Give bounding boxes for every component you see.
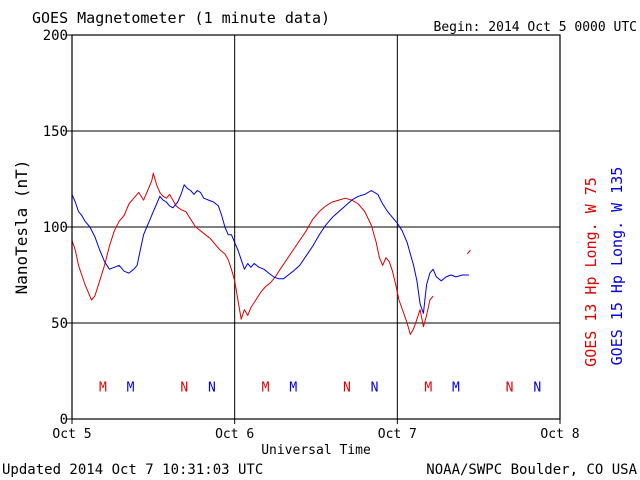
marker-n: N — [533, 380, 541, 395]
begin-time-label: Begin: 2014 Oct 5 0000 UTC — [434, 20, 638, 35]
x-axis-label: Universal Time — [261, 443, 371, 458]
legend-goes13: GOES 13 Hp Long. W 75 — [582, 177, 600, 367]
updated-timestamp: Updated 2014 Oct 7 10:31:03 UTC — [2, 462, 263, 478]
marker-n: N — [180, 380, 188, 395]
y-tick-label: 150 — [43, 124, 68, 140]
y-tick-label: 0 — [60, 412, 68, 428]
marker-m: M — [424, 380, 432, 395]
x-tick-label: Oct 5 — [52, 427, 91, 442]
marker-n: N — [208, 380, 216, 395]
x-tick-label: Oct 8 — [540, 427, 579, 442]
x-tick-label: Oct 6 — [215, 427, 254, 442]
x-tick-label: Oct 7 — [378, 427, 417, 442]
y-tick-label: 50 — [51, 316, 68, 332]
series-line-goes15 — [71, 184, 469, 314]
grid-lines — [72, 35, 560, 419]
chart-title: GOES Magnetometer (1 minute data) — [32, 9, 330, 27]
marker-n: N — [506, 380, 514, 395]
marker-m: M — [262, 380, 270, 395]
y-tick-label: 200 — [43, 28, 68, 44]
marker-n: N — [343, 380, 351, 395]
marker-n: N — [371, 380, 379, 395]
y-tick-label: 100 — [43, 220, 68, 236]
marker-m: M — [127, 380, 135, 395]
legend-goes15: GOES 15 Hp Long. W 135 — [608, 167, 626, 366]
credit-label: NOAA/SWPC Boulder, CO USA — [426, 462, 637, 478]
series-line-goes13 — [71, 172, 434, 335]
data-series — [71, 172, 471, 335]
marker-m: M — [452, 380, 460, 395]
axis-ticks: 0 50 100 150 200 Oct 5 Oct 6 Oct 7 Oct 8 — [43, 28, 580, 442]
series-line-goes13 — [466, 249, 471, 255]
marker-m: M — [99, 380, 107, 395]
y-axis-label: NanoTesla (nT) — [12, 160, 31, 295]
marker-m: M — [289, 380, 297, 395]
